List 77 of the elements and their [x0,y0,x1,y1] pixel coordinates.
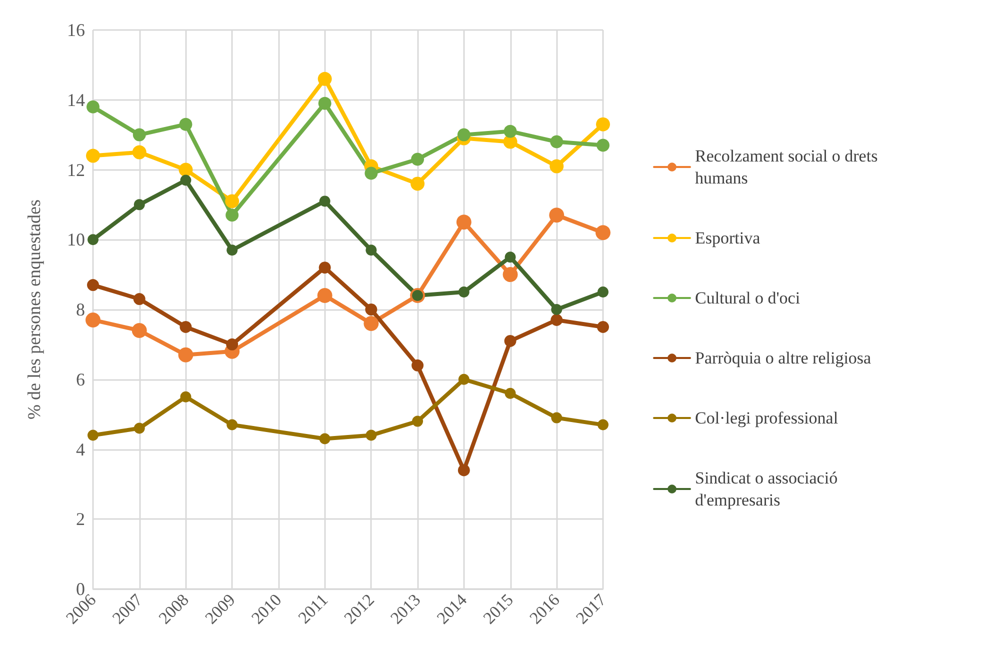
point [598,419,608,430]
point [226,208,239,222]
point [550,135,564,148]
point [318,72,332,86]
y-axis-title: % de les persones enquestades [24,200,44,420]
legend-label: Recolzament social o drets humans [695,146,882,188]
point [366,430,377,441]
x-tick-label: 2011 [294,590,332,628]
point [364,316,379,331]
y-tick-label: 10 [67,230,85,250]
point [410,176,425,191]
y-tick-label: 12 [67,160,85,180]
point [226,338,238,350]
legend-label: Esportiva [695,228,761,248]
point [132,145,146,160]
point [134,422,145,434]
point [551,304,562,315]
point [551,412,562,424]
y-tick-label: 4 [76,439,85,460]
point [134,199,145,210]
point [319,196,330,207]
y-tick-label: 2 [76,509,85,530]
point [596,117,610,132]
point [457,128,470,142]
point [318,262,331,274]
y-tick-label: 8 [76,300,85,320]
point [180,174,192,186]
point [596,225,610,240]
point [132,322,147,338]
legend-label: Parròquia o altre religiosa [695,348,872,368]
point [317,288,332,304]
point [364,166,378,180]
point [86,100,100,114]
point [458,374,470,385]
point [365,304,378,316]
point [412,416,424,427]
point [178,347,194,362]
point [86,148,100,163]
y-tick-label: 14 [67,90,85,110]
point [132,128,146,142]
point [88,430,98,441]
point [550,159,564,174]
point [458,286,470,298]
point [504,124,517,138]
point [502,267,518,282]
point [226,419,238,430]
point [180,320,192,333]
y-tick-label: 16 [67,20,85,40]
point [504,252,516,263]
point [366,244,377,256]
point [133,293,146,306]
point [504,388,516,399]
point [226,244,238,256]
point [179,118,192,131]
point [180,391,192,402]
point [412,359,424,372]
point [549,208,564,223]
y-tick-label: 6 [76,369,85,390]
point [596,138,610,152]
y-tick-label: 0 [76,579,85,599]
legend-label: Sindicat o associació d'empresaris [695,468,842,510]
point [456,214,472,230]
point [411,152,424,166]
point [458,464,470,476]
point [87,279,99,292]
point [88,234,98,246]
point [504,334,516,347]
point [597,320,609,333]
point [550,314,563,326]
point [319,433,330,444]
point [598,286,608,298]
point [86,312,100,328]
point [318,96,332,110]
point [178,162,193,177]
point [225,194,240,208]
legend-label: Cultural o d'oci [695,288,800,308]
legend-label: Col·legi professional [695,408,838,428]
